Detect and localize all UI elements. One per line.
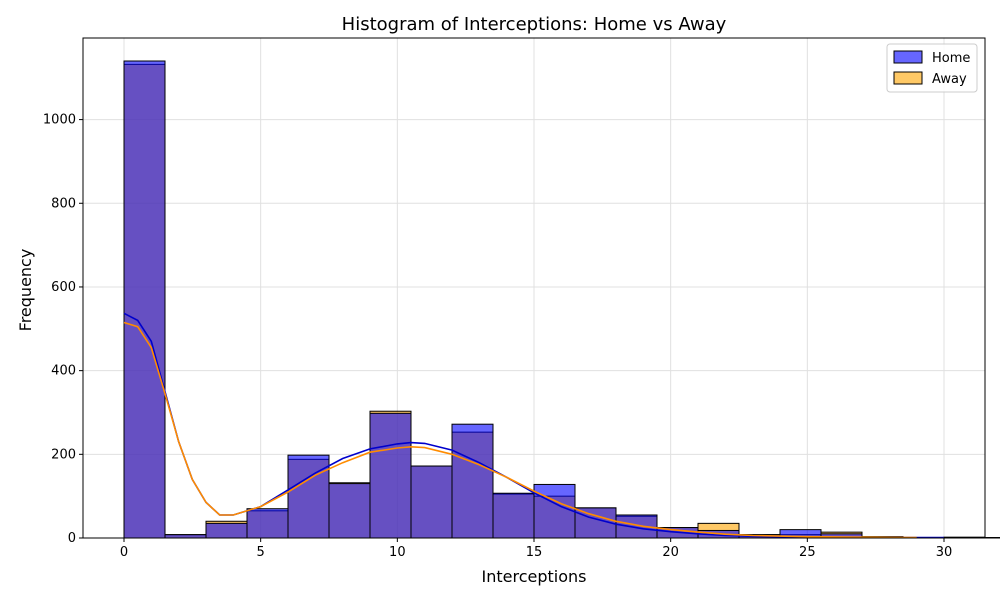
y-tick-label: 600 <box>51 280 76 295</box>
x-axis-label: Interceptions <box>482 567 587 586</box>
home-bar <box>492 492 535 539</box>
home-bar <box>369 412 412 539</box>
x-tick-label: 20 <box>662 545 679 560</box>
home-bar <box>451 423 494 539</box>
home-bar <box>123 60 166 539</box>
home-bar <box>533 483 576 539</box>
y-tick-label: 1000 <box>43 113 76 128</box>
kde-curves <box>123 312 944 539</box>
x-axis-ticks: 0 5 10 15 20 25 30 <box>120 538 952 560</box>
x-tick-label: 5 <box>257 545 265 560</box>
y-tick-label: 0 <box>68 531 76 546</box>
x-tick-label: 0 <box>120 545 128 560</box>
legend-swatch-away <box>893 71 923 85</box>
home-bar <box>205 522 248 539</box>
legend-swatch-home <box>893 50 923 64</box>
y-tick-label: 200 <box>51 447 76 462</box>
x-tick-label: 25 <box>799 545 816 560</box>
x-tick-label: 15 <box>526 545 543 560</box>
home-bar <box>328 483 371 539</box>
x-tick-label: 30 <box>936 545 953 560</box>
home-bar <box>410 465 453 539</box>
x-tick-label: 10 <box>389 545 406 560</box>
home-bar <box>246 508 289 539</box>
away-kde-line <box>123 321 917 539</box>
home-bar <box>287 454 330 539</box>
legend-label-home: Home <box>932 51 970 66</box>
home-bar <box>164 534 207 539</box>
y-tick-label: 800 <box>51 196 76 211</box>
y-axis-label: Frequency <box>16 249 35 332</box>
y-tick-label: 400 <box>51 364 76 379</box>
chart-title: Histogram of Interceptions: Home vs Away <box>342 14 727 35</box>
legend: Home Away <box>886 43 978 93</box>
home-bars <box>123 60 1000 539</box>
legend-label-away: Away <box>932 72 967 87</box>
y-axis-ticks: 0 200 400 600 800 1000 <box>43 113 83 546</box>
